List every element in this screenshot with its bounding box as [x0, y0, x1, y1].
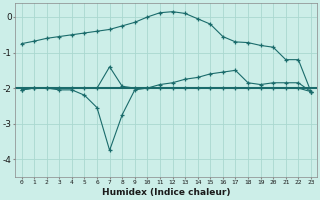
X-axis label: Humidex (Indice chaleur): Humidex (Indice chaleur) — [102, 188, 230, 197]
